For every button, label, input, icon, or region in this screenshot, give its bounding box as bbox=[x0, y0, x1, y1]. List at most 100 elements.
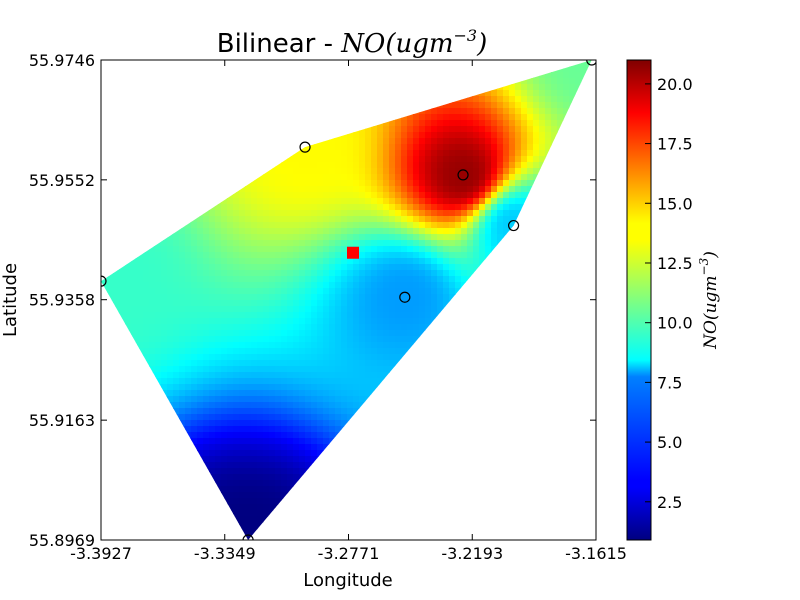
heatmap-cell bbox=[563, 366, 570, 373]
heatmap-cell bbox=[491, 420, 498, 427]
heatmap-cell bbox=[335, 294, 342, 301]
heatmap-cell bbox=[335, 192, 342, 199]
heatmap-cell bbox=[299, 270, 306, 277]
heatmap-cell bbox=[437, 138, 444, 145]
heatmap-cell bbox=[317, 354, 324, 361]
heatmap-cell bbox=[527, 126, 534, 133]
heatmap-cell bbox=[239, 306, 246, 313]
heatmap-cell bbox=[401, 108, 408, 115]
heatmap-cell bbox=[323, 66, 330, 73]
heatmap-cell bbox=[413, 144, 420, 151]
heatmap-cell bbox=[359, 168, 366, 175]
heatmap-cell bbox=[281, 156, 288, 163]
heatmap-cell bbox=[251, 348, 258, 355]
heatmap-cell bbox=[251, 174, 258, 181]
heatmap-cell bbox=[371, 390, 378, 397]
heatmap-cell bbox=[293, 168, 300, 175]
heatmap-cell bbox=[197, 210, 204, 217]
heatmap-cell bbox=[185, 240, 192, 247]
heatmap-cell bbox=[587, 108, 592, 115]
heatmap-cell bbox=[197, 402, 204, 409]
heatmap-cell bbox=[305, 276, 312, 283]
heatmap-cell bbox=[551, 300, 558, 307]
heatmap-cell bbox=[371, 330, 378, 337]
heatmap-cell bbox=[179, 186, 186, 193]
heatmap-cell bbox=[377, 144, 384, 151]
heatmap-cell bbox=[449, 372, 456, 379]
heatmap-cell bbox=[203, 222, 210, 229]
heatmap-cell bbox=[545, 156, 552, 163]
heatmap-cell bbox=[227, 330, 234, 337]
heatmap-cell bbox=[119, 210, 126, 217]
heatmap-cell bbox=[233, 78, 240, 85]
heatmap-cell bbox=[569, 318, 576, 325]
heatmap-cell bbox=[587, 126, 592, 133]
heatmap-cell bbox=[113, 258, 120, 265]
heatmap-cell bbox=[497, 414, 504, 421]
heatmap-cell bbox=[311, 306, 318, 313]
heatmap-cell bbox=[431, 192, 438, 199]
heatmap-cell bbox=[197, 258, 204, 265]
heatmap-cell bbox=[227, 324, 234, 331]
heatmap-cell bbox=[359, 330, 366, 337]
heatmap-cell bbox=[389, 300, 396, 307]
heatmap-cell bbox=[461, 102, 468, 109]
heatmap-cell bbox=[221, 150, 228, 157]
heatmap-cell bbox=[299, 384, 306, 391]
heatmap-cell bbox=[449, 312, 456, 319]
heatmap-cell bbox=[167, 276, 174, 283]
heatmap-cell bbox=[179, 84, 186, 91]
heatmap-cell bbox=[257, 132, 264, 139]
heatmap-cell bbox=[467, 294, 474, 301]
heatmap-cell bbox=[377, 84, 384, 91]
heatmap-cell bbox=[329, 114, 336, 121]
heatmap-cell bbox=[353, 312, 360, 319]
heatmap-cell bbox=[371, 396, 378, 403]
heatmap-cell bbox=[449, 102, 456, 109]
heatmap-cell bbox=[377, 96, 384, 103]
heatmap-cell bbox=[251, 384, 258, 391]
heatmap-cell bbox=[293, 186, 300, 193]
heatmap-cell bbox=[161, 366, 168, 373]
heatmap-cell bbox=[203, 354, 210, 361]
heatmap-cell bbox=[245, 222, 252, 229]
heatmap-cell bbox=[347, 102, 354, 109]
heatmap-cell bbox=[509, 84, 516, 91]
heatmap-cell bbox=[191, 348, 198, 355]
chart-title-exponent: −3 bbox=[454, 26, 478, 45]
heatmap-cell bbox=[419, 294, 426, 301]
heatmap-cell bbox=[137, 66, 144, 73]
heatmap-cell bbox=[281, 324, 288, 331]
heatmap-cell bbox=[455, 228, 462, 235]
heatmap-cell bbox=[317, 222, 324, 229]
heatmap-cell bbox=[167, 378, 174, 385]
heatmap-cell bbox=[233, 366, 240, 373]
heatmap-cell bbox=[365, 180, 372, 187]
heatmap-cell bbox=[407, 282, 414, 289]
heatmap-cell bbox=[503, 306, 510, 313]
heatmap-cell bbox=[299, 228, 306, 235]
heatmap-cell bbox=[461, 378, 468, 385]
heatmap-cell bbox=[395, 60, 402, 67]
heatmap-cell bbox=[581, 264, 588, 271]
heatmap-cell bbox=[185, 180, 192, 187]
heatmap-cell bbox=[395, 342, 402, 349]
heatmap-cell bbox=[245, 420, 252, 427]
heatmap-cell bbox=[545, 312, 552, 319]
heatmap-cell bbox=[389, 168, 396, 175]
heatmap-cell bbox=[167, 294, 174, 301]
heatmap-cell bbox=[233, 108, 240, 115]
heatmap-cell bbox=[563, 144, 570, 151]
heatmap-cell bbox=[569, 198, 576, 205]
heatmap-cell bbox=[431, 384, 438, 391]
heatmap-cell bbox=[377, 318, 384, 325]
heatmap-cell bbox=[119, 66, 126, 73]
heatmap-cell bbox=[137, 102, 144, 109]
heatmap-cell bbox=[431, 288, 438, 295]
heatmap-cell bbox=[101, 150, 108, 157]
heatmap-cell bbox=[527, 372, 534, 379]
heatmap-cell bbox=[323, 264, 330, 271]
heatmap-cell bbox=[437, 366, 444, 373]
heatmap-cell bbox=[233, 360, 240, 367]
heatmap-cell bbox=[497, 126, 504, 133]
